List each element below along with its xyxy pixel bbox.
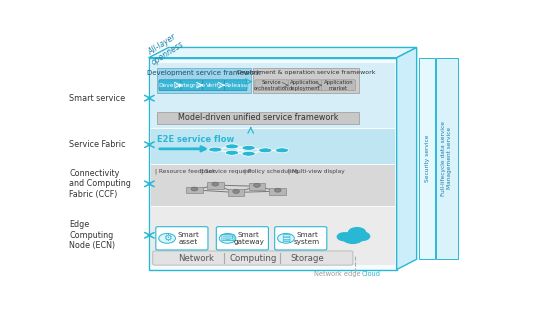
Ellipse shape: [225, 150, 239, 155]
Bar: [151, 129, 394, 164]
Circle shape: [342, 232, 364, 244]
Text: Smart
system: Smart system: [294, 232, 320, 245]
Bar: [151, 207, 394, 265]
Text: Connectivity
and Computing
Fabric (CCF): Connectivity and Computing Fabric (CCF): [69, 169, 131, 199]
FancyBboxPatch shape: [186, 187, 203, 193]
Text: Full-lifecycle data service
Management service: Full-lifecycle data service Management s…: [441, 121, 452, 196]
FancyBboxPatch shape: [159, 80, 181, 91]
FancyBboxPatch shape: [255, 80, 289, 91]
Bar: [151, 63, 394, 128]
FancyBboxPatch shape: [157, 112, 359, 124]
FancyBboxPatch shape: [322, 80, 356, 91]
Circle shape: [353, 232, 370, 241]
FancyBboxPatch shape: [275, 227, 327, 250]
Text: Smart
asset: Smart asset: [177, 232, 199, 245]
FancyBboxPatch shape: [207, 182, 224, 189]
Text: ▤: ▤: [281, 233, 291, 243]
Text: | Policy scheduling: | Policy scheduling: [244, 168, 299, 174]
Text: Develop: Develop: [158, 83, 182, 88]
FancyBboxPatch shape: [157, 67, 251, 93]
Text: Release: Release: [224, 83, 247, 88]
FancyBboxPatch shape: [253, 67, 359, 93]
FancyBboxPatch shape: [203, 80, 225, 91]
Text: Smart
gateway: Smart gateway: [233, 232, 264, 245]
Text: All-layer
openness: All-layer openness: [145, 31, 186, 67]
FancyBboxPatch shape: [288, 80, 322, 91]
Circle shape: [337, 232, 352, 241]
FancyBboxPatch shape: [216, 227, 268, 250]
Polygon shape: [148, 58, 397, 270]
FancyBboxPatch shape: [153, 251, 353, 265]
FancyBboxPatch shape: [225, 80, 247, 91]
Ellipse shape: [275, 148, 289, 153]
Text: Service
orchestration: Service orchestration: [254, 80, 289, 91]
Circle shape: [212, 182, 218, 186]
Circle shape: [348, 227, 366, 238]
Circle shape: [219, 233, 236, 243]
Text: Development service framework: Development service framework: [147, 70, 261, 75]
Text: | Resource feedback: | Resource feedback: [155, 168, 215, 174]
Text: Verify: Verify: [206, 83, 222, 88]
FancyBboxPatch shape: [270, 188, 286, 195]
Text: Computing: Computing: [229, 253, 277, 263]
Text: ⚙: ⚙: [162, 233, 172, 243]
FancyBboxPatch shape: [181, 80, 203, 91]
Ellipse shape: [225, 144, 239, 149]
Circle shape: [278, 233, 294, 243]
Text: Service Fabric: Service Fabric: [69, 140, 126, 149]
Text: Storage: Storage: [290, 253, 324, 263]
Text: Security service: Security service: [424, 135, 429, 182]
Polygon shape: [419, 58, 435, 259]
Text: Network edge: Network edge: [314, 271, 361, 277]
Polygon shape: [436, 58, 457, 259]
Ellipse shape: [242, 145, 256, 150]
Circle shape: [191, 187, 198, 191]
Text: Application
deployment: Application deployment: [289, 80, 321, 91]
Text: Integrate: Integrate: [179, 83, 206, 88]
Text: Cloud: Cloud: [362, 271, 381, 277]
Text: Network: Network: [179, 253, 215, 263]
Text: | Service request: | Service request: [201, 168, 251, 174]
Ellipse shape: [209, 147, 222, 152]
FancyBboxPatch shape: [249, 183, 265, 190]
FancyBboxPatch shape: [228, 189, 244, 196]
Ellipse shape: [259, 148, 272, 153]
Circle shape: [233, 190, 239, 193]
Circle shape: [274, 188, 281, 192]
Text: Smart service: Smart service: [69, 93, 125, 103]
Text: Deployment & operation service framework: Deployment & operation service framework: [237, 70, 375, 74]
Polygon shape: [397, 47, 416, 270]
Text: Model-driven unified service framework: Model-driven unified service framework: [178, 114, 338, 122]
Bar: [151, 165, 394, 206]
Text: Edge
Computing
Node (ECN): Edge Computing Node (ECN): [69, 220, 116, 250]
Ellipse shape: [242, 151, 256, 156]
Circle shape: [253, 183, 260, 187]
Polygon shape: [148, 47, 416, 58]
Text: Application
market: Application market: [324, 80, 353, 91]
Text: E2E service flow: E2E service flow: [157, 135, 234, 144]
Circle shape: [159, 233, 175, 243]
Text: | Multi-view display: | Multi-view display: [288, 168, 345, 174]
FancyBboxPatch shape: [156, 227, 208, 250]
Text: ⌨: ⌨: [221, 233, 235, 243]
